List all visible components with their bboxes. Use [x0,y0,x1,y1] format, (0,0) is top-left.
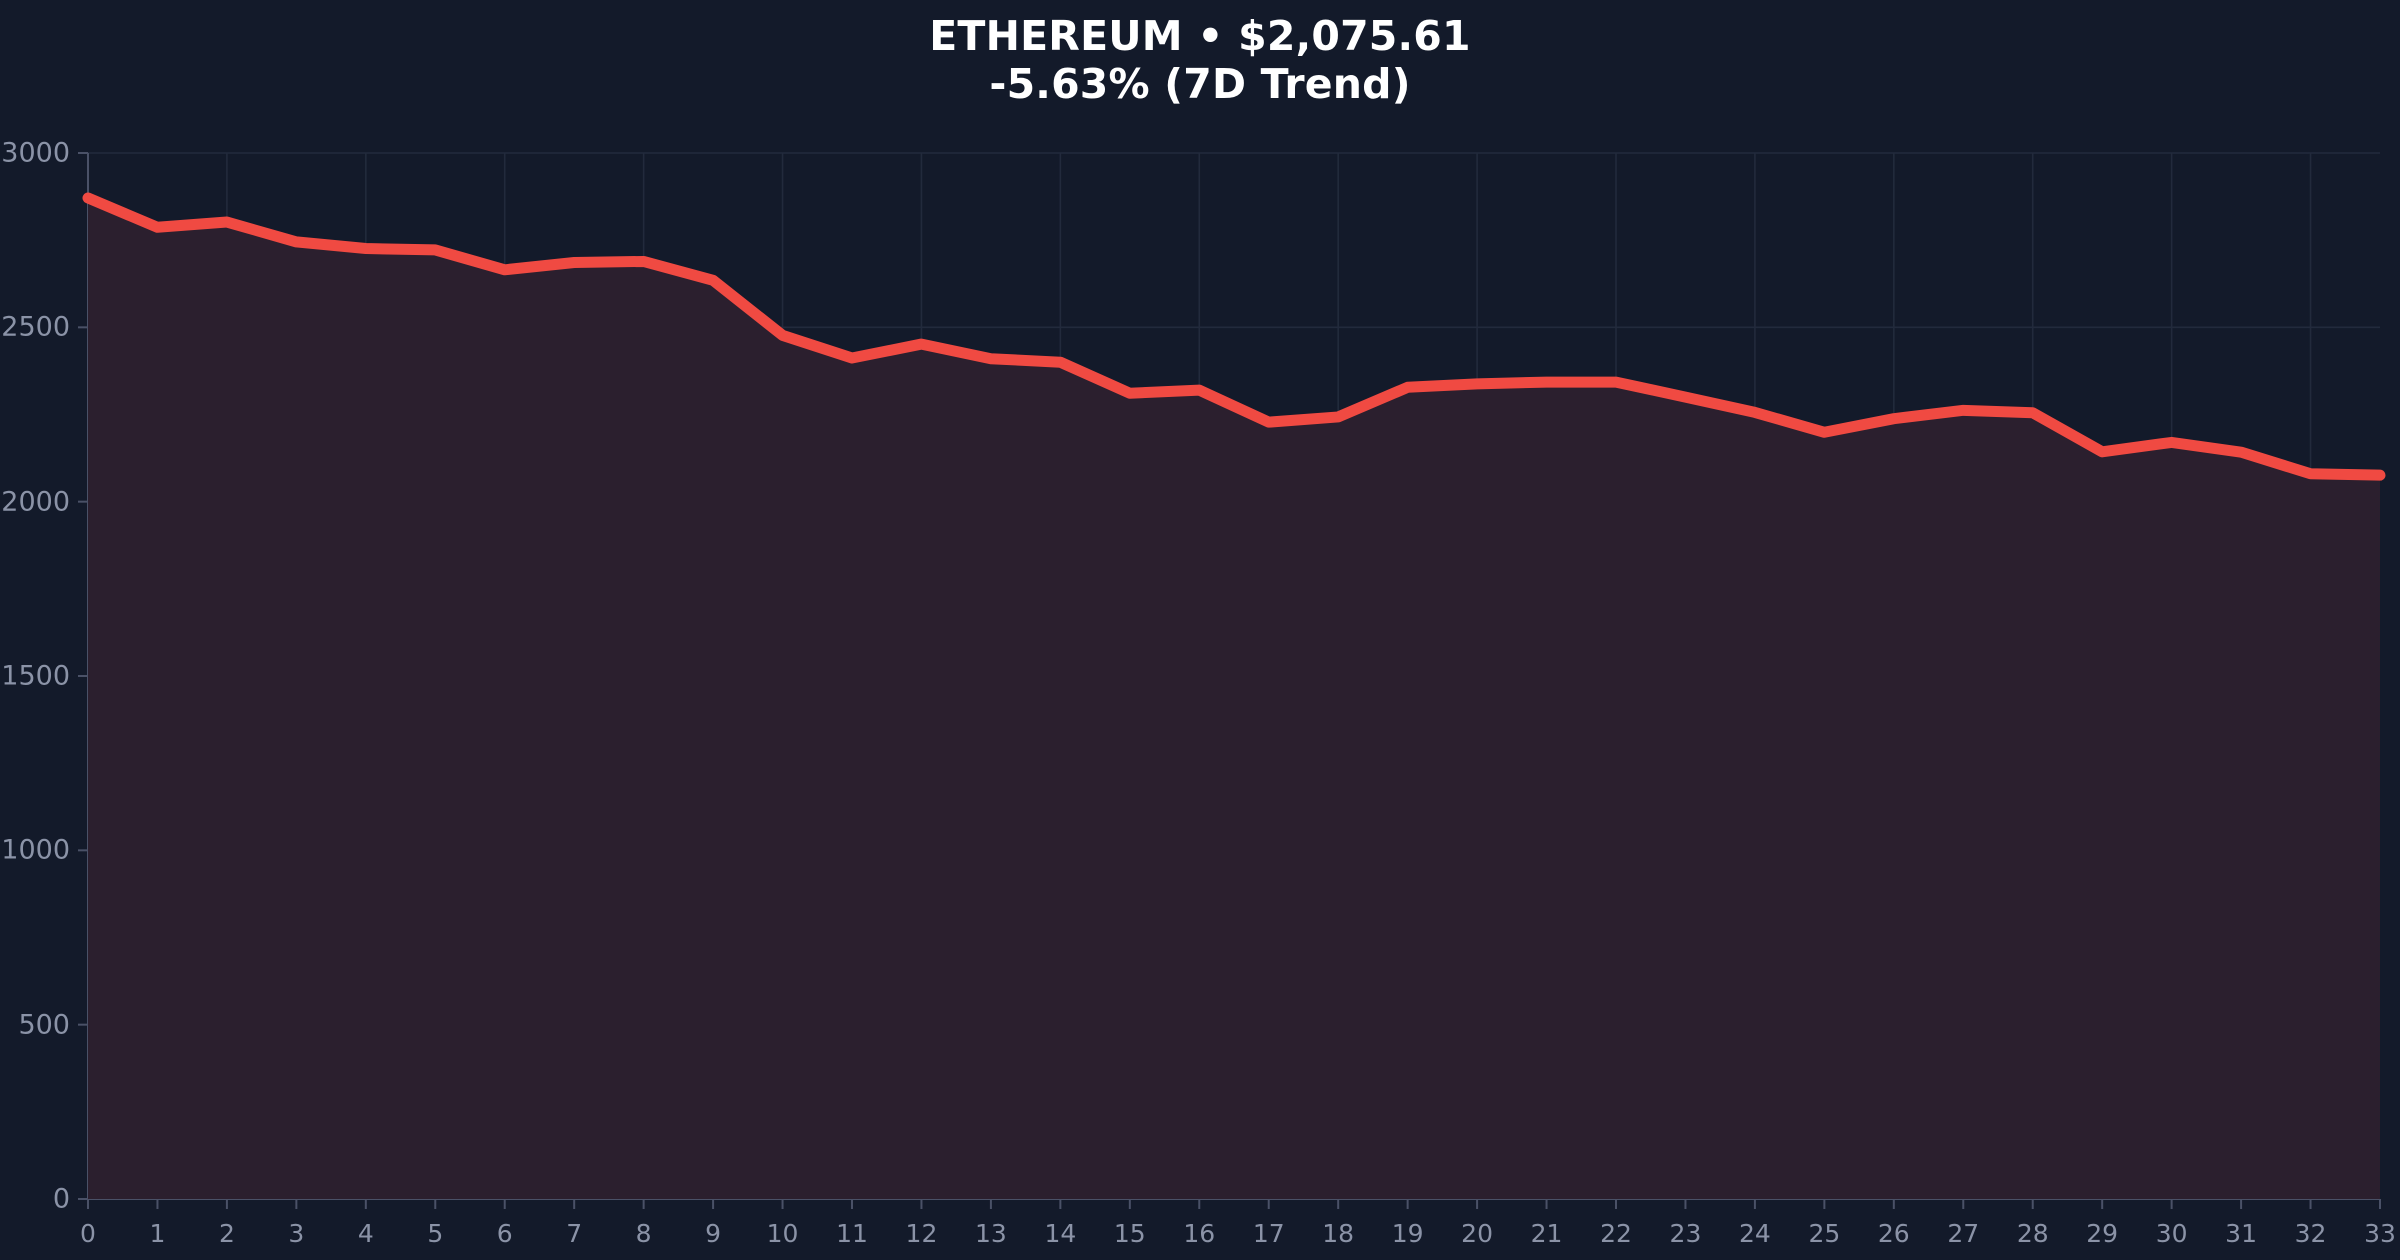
chart-subtitle: -5.63% (7D Trend) [989,60,1411,108]
area-fill [88,197,2380,1200]
page-title: ETHEREUM • $2,075.61 [929,12,1471,60]
tick-marks [78,152,2381,1209]
chart-title-block: ETHEREUM • $2,075.61 -5.63% (7D Trend) [0,12,2400,108]
price-line [82,192,2386,481]
